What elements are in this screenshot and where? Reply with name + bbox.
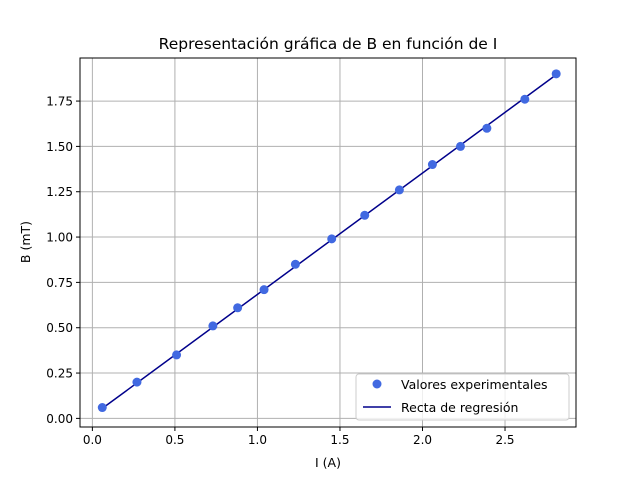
data-point [208,321,218,331]
y-axis-ticks: 0.00 0.25 0.50 0.75 1.00 1.25 1.50 1.75 [46,95,80,426]
chart-title: Representación gráfica de B en función d… [159,35,498,53]
y-tick-label: 0.25 [46,367,73,381]
data-point [360,210,370,220]
y-tick-label: 0.75 [46,276,73,290]
y-tick-label: 0.50 [46,321,73,335]
x-axis-label: I (A) [315,455,341,470]
x-axis-ticks: 0.0 0.5 1.0 1.5 2.0 2.5 [83,427,515,447]
y-tick-label: 0.00 [46,412,73,426]
data-point [427,160,437,170]
data-point [259,285,269,295]
data-point [482,123,492,133]
grid-lines [80,58,576,427]
legend-marker-scatter [372,379,382,389]
data-point [132,377,142,387]
data-point [394,185,404,195]
y-axis-label: B (mT) [18,221,33,263]
data-points-layer [97,69,561,413]
data-point [290,259,300,269]
x-tick-label: 1.5 [330,433,349,447]
plot-area-frame [79,57,577,428]
data-point [455,141,465,151]
legend-box [355,373,570,421]
x-tick-label: 1.0 [248,433,267,447]
x-tick-label: 0.0 [83,433,102,447]
data-point [97,403,107,413]
y-tick-label: 1.75 [46,95,73,109]
x-tick-label: 2.5 [495,433,514,447]
x-tick-label: 0.5 [165,433,184,447]
legend-label-line: Recta de regresión [401,400,518,415]
y-tick-label: 1.50 [46,140,73,154]
y-tick-label: 1.00 [46,231,73,245]
legend: Valores experimentales Recta de regresió… [355,373,570,421]
data-point [233,303,243,313]
data-point [327,234,337,244]
data-point [520,94,530,104]
y-tick-label: 1.25 [46,185,73,199]
data-point [172,350,182,360]
data-point [551,69,561,79]
x-tick-label: 2.0 [413,433,432,447]
legend-label-scatter: Valores experimentales [401,377,548,392]
